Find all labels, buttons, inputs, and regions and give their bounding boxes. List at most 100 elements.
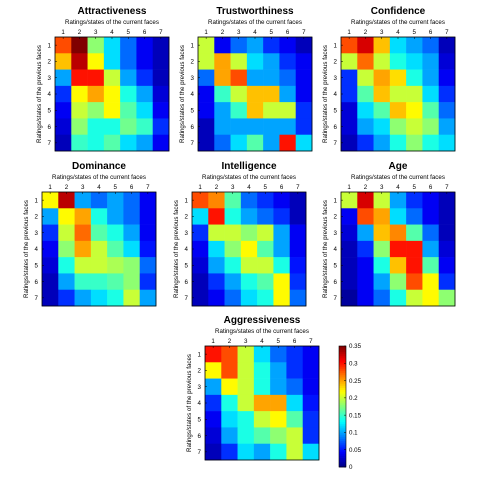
heatmap-cell: [214, 118, 231, 136]
heatmap-cell: [136, 85, 154, 103]
x-tick-label: 6: [130, 184, 134, 191]
heatmap-cell: [198, 102, 215, 119]
heatmap-cell: [270, 411, 287, 428]
x-tick-label: 2: [215, 184, 219, 191]
heatmap-cell: [422, 69, 440, 87]
heatmap-cell: [302, 362, 320, 379]
heatmap-cell: [270, 427, 287, 445]
heatmap-cell: [103, 69, 121, 87]
heatmap-cell: [58, 273, 75, 291]
heatmap-cell: [257, 273, 274, 291]
heatmap-cell: [389, 53, 407, 70]
x-tick-label: 5: [413, 29, 417, 36]
heatmap-cell: [373, 273, 391, 291]
heatmap-cell: [253, 394, 271, 412]
y-tick-label: 4: [334, 91, 338, 98]
heatmap-cell: [422, 273, 440, 291]
colorbar-segment: [339, 366, 346, 370]
heatmap-cell: [389, 257, 407, 274]
heatmap-cell: [192, 224, 209, 242]
heatmap-cell: [263, 69, 280, 87]
heatmap-cell: [389, 37, 407, 54]
y-tick-label: 6: [48, 124, 52, 131]
colorbar-segment: [339, 465, 346, 468]
heatmap-cell: [341, 53, 358, 70]
y-tick-label: 6: [198, 433, 202, 440]
colorbar-segment: [339, 364, 346, 368]
heatmap-cell: [389, 102, 407, 119]
panel-title: Attractiveness: [78, 6, 147, 17]
heatmap-cell: [224, 257, 242, 274]
y-tick-label: 1: [35, 197, 39, 204]
heatmap-cell: [438, 37, 456, 54]
colorbar-segment: [339, 398, 346, 402]
heatmap-cell: [205, 443, 222, 461]
colorbar-segment: [339, 419, 346, 423]
colorbar-segment: [339, 459, 346, 462]
x-tick-label: 3: [380, 29, 384, 36]
heatmap-cell: [224, 224, 242, 242]
y-tick-label: 6: [185, 279, 189, 286]
heatmap-cell: [221, 411, 238, 428]
heatmap-cell: [120, 134, 137, 152]
x-tick-label: 1: [198, 184, 202, 191]
heatmap-cell: [208, 273, 225, 291]
colorbar-tick-label: 0.25: [349, 378, 362, 385]
heatmap-cell: [55, 118, 72, 136]
heatmap-cell: [230, 134, 248, 152]
heatmap-cell: [107, 273, 124, 291]
heatmap-cell: [357, 118, 374, 136]
heatmap-cell: [357, 53, 374, 70]
heatmap-cell: [103, 102, 121, 119]
y-tick-label: 4: [198, 400, 202, 407]
heatmap-cell: [279, 53, 297, 70]
heatmap-cell: [107, 224, 124, 242]
heatmap-cell: [357, 37, 374, 54]
colorbar-segment: [339, 349, 346, 353]
y-tick-label: 7: [185, 295, 189, 302]
heatmap-cell: [208, 289, 225, 307]
heatmap-cell: [214, 69, 231, 87]
heatmap-cell: [422, 53, 440, 70]
heatmap-cell: [357, 240, 374, 258]
heatmap-cell: [389, 240, 407, 258]
colorbar-segment: [339, 378, 346, 381]
colorbar-segment: [339, 453, 346, 457]
heatmap-cell: [55, 85, 72, 103]
heatmap-cell: [389, 69, 407, 87]
x-tick-label: 5: [413, 184, 417, 191]
heatmap-cell: [107, 257, 124, 274]
heatmap-cell: [273, 289, 291, 307]
heatmap-cell: [139, 240, 157, 258]
y-axis-label: Ratings/states of the previous faces: [179, 45, 186, 143]
heatmap-cell: [90, 289, 108, 307]
heatmap-cell: [286, 362, 304, 379]
heatmap-cell: [273, 224, 291, 242]
x-tick-label: 4: [97, 184, 101, 191]
heatmap-cell: [295, 85, 313, 103]
heatmap-cell: [273, 273, 291, 291]
heatmap-cell: [373, 192, 391, 209]
heatmap-cell: [71, 85, 88, 103]
y-axis-label: Ratings/states of the previous faces: [36, 45, 43, 143]
heatmap-cell: [123, 208, 141, 225]
colorbar-segment: [339, 381, 346, 385]
heatmap-cell: [123, 289, 141, 307]
heatmap-cell: [422, 118, 440, 136]
heatmap-cell: [87, 37, 105, 54]
x-tick-label: 4: [247, 184, 251, 191]
heatmap-cell: [270, 443, 287, 461]
heatmap-cell: [55, 53, 72, 70]
y-tick-label: 4: [191, 91, 195, 98]
colorbar-tick-label: 0.35: [349, 343, 362, 350]
heatmap-cell: [240, 289, 258, 307]
x-tick-label: 3: [81, 184, 85, 191]
x-tick-label: 7: [445, 184, 449, 191]
heatmap-cell: [246, 134, 264, 152]
heatmap-cell: [357, 192, 374, 209]
heatmap-cell: [136, 102, 154, 119]
heatmap-cell: [74, 192, 92, 209]
heatmap-cell: [87, 85, 105, 103]
heatmap-cell: [152, 37, 170, 54]
colorbar-segment: [339, 434, 346, 438]
